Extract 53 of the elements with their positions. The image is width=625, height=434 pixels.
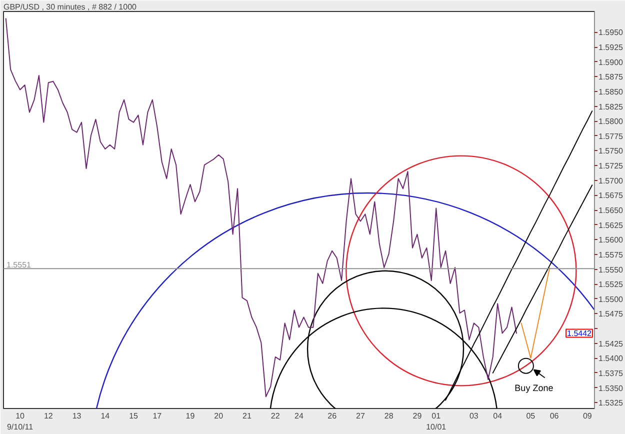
x-tick-label: 04: [493, 412, 503, 420]
x-tick-label: 13: [72, 412, 82, 420]
x-tick-label: 14: [100, 412, 110, 420]
y-tick-label: 1.5950: [598, 28, 624, 38]
x-tick-label: 05: [526, 412, 536, 420]
y-tick-label: 1.5600: [598, 236, 624, 245]
y-tick-label: 1.5800: [598, 117, 624, 126]
x-tick-label: 22: [270, 412, 280, 420]
x-tick-label: 06: [550, 412, 560, 420]
x-tick-label: 15: [129, 412, 139, 420]
y-tick-label: 1.5700: [598, 176, 624, 186]
ref-line-label: 1.5551: [6, 260, 32, 270]
x-tick-label: 28: [384, 412, 394, 420]
y-tick-label: 1.5400: [598, 354, 624, 364]
line-series: [492, 184, 593, 374]
y-tick-label: 1.5875: [598, 72, 624, 82]
y-tick-label: 1.5350: [598, 384, 624, 393]
x-tick-label: 03: [469, 412, 479, 420]
x-tick-label: 09: [582, 412, 592, 420]
y-tick-label: 1.5625: [598, 220, 624, 230]
x-tick-label: 19: [186, 412, 196, 420]
x-tick-label: 27: [356, 412, 366, 420]
line-series: [5, 18, 517, 398]
y-tick-label: 1.5650: [598, 206, 624, 215]
y-tick-label: 1.5775: [598, 132, 624, 141]
y-tick-label: 1.5850: [598, 87, 624, 96]
y-tick-label: 1.5900: [598, 58, 624, 67]
line-series: [520, 268, 550, 359]
y-tick-label: 1.5750: [598, 146, 624, 156]
y-tick-label: 1.5825: [598, 102, 624, 112]
x-tick-label: 20: [214, 412, 224, 420]
x-tick-label: 24: [294, 412, 304, 420]
y-tick-label: 1.5475: [598, 310, 624, 319]
legend-label: Buy Zone: [514, 382, 554, 393]
y-tick-label: 1.5375: [598, 368, 624, 378]
y-tick-label: 1.5675: [598, 191, 624, 200]
x-tick-label: 26: [328, 412, 338, 420]
x-tick-label: 17: [152, 412, 162, 420]
y-tick-label: 1.5575: [598, 250, 624, 260]
x-tick-label: 10 9/10/11: [7, 412, 34, 432]
x-tick-label: 12: [44, 412, 54, 420]
y-tick-label: 1.5550: [598, 265, 624, 274]
y-tick-label: 1.5425: [598, 339, 624, 348]
x-tick-label: 29: [412, 412, 422, 420]
y-tick-label: 1.5925: [598, 43, 624, 52]
y-tick-label: 1.5325: [598, 398, 624, 408]
annotation: 1.5442: [567, 329, 592, 338]
chart-title: GBP/USD , 30 minutes , # 882 / 1000: [4, 2, 138, 12]
y-tick-label: 1.5725: [598, 162, 624, 171]
y-tick-label: 1.5500: [598, 294, 624, 304]
x-tick-label: 21: [242, 412, 252, 420]
x-tick-label: 01 10/01: [426, 412, 447, 432]
y-tick-label: 1.5525: [598, 280, 624, 290]
